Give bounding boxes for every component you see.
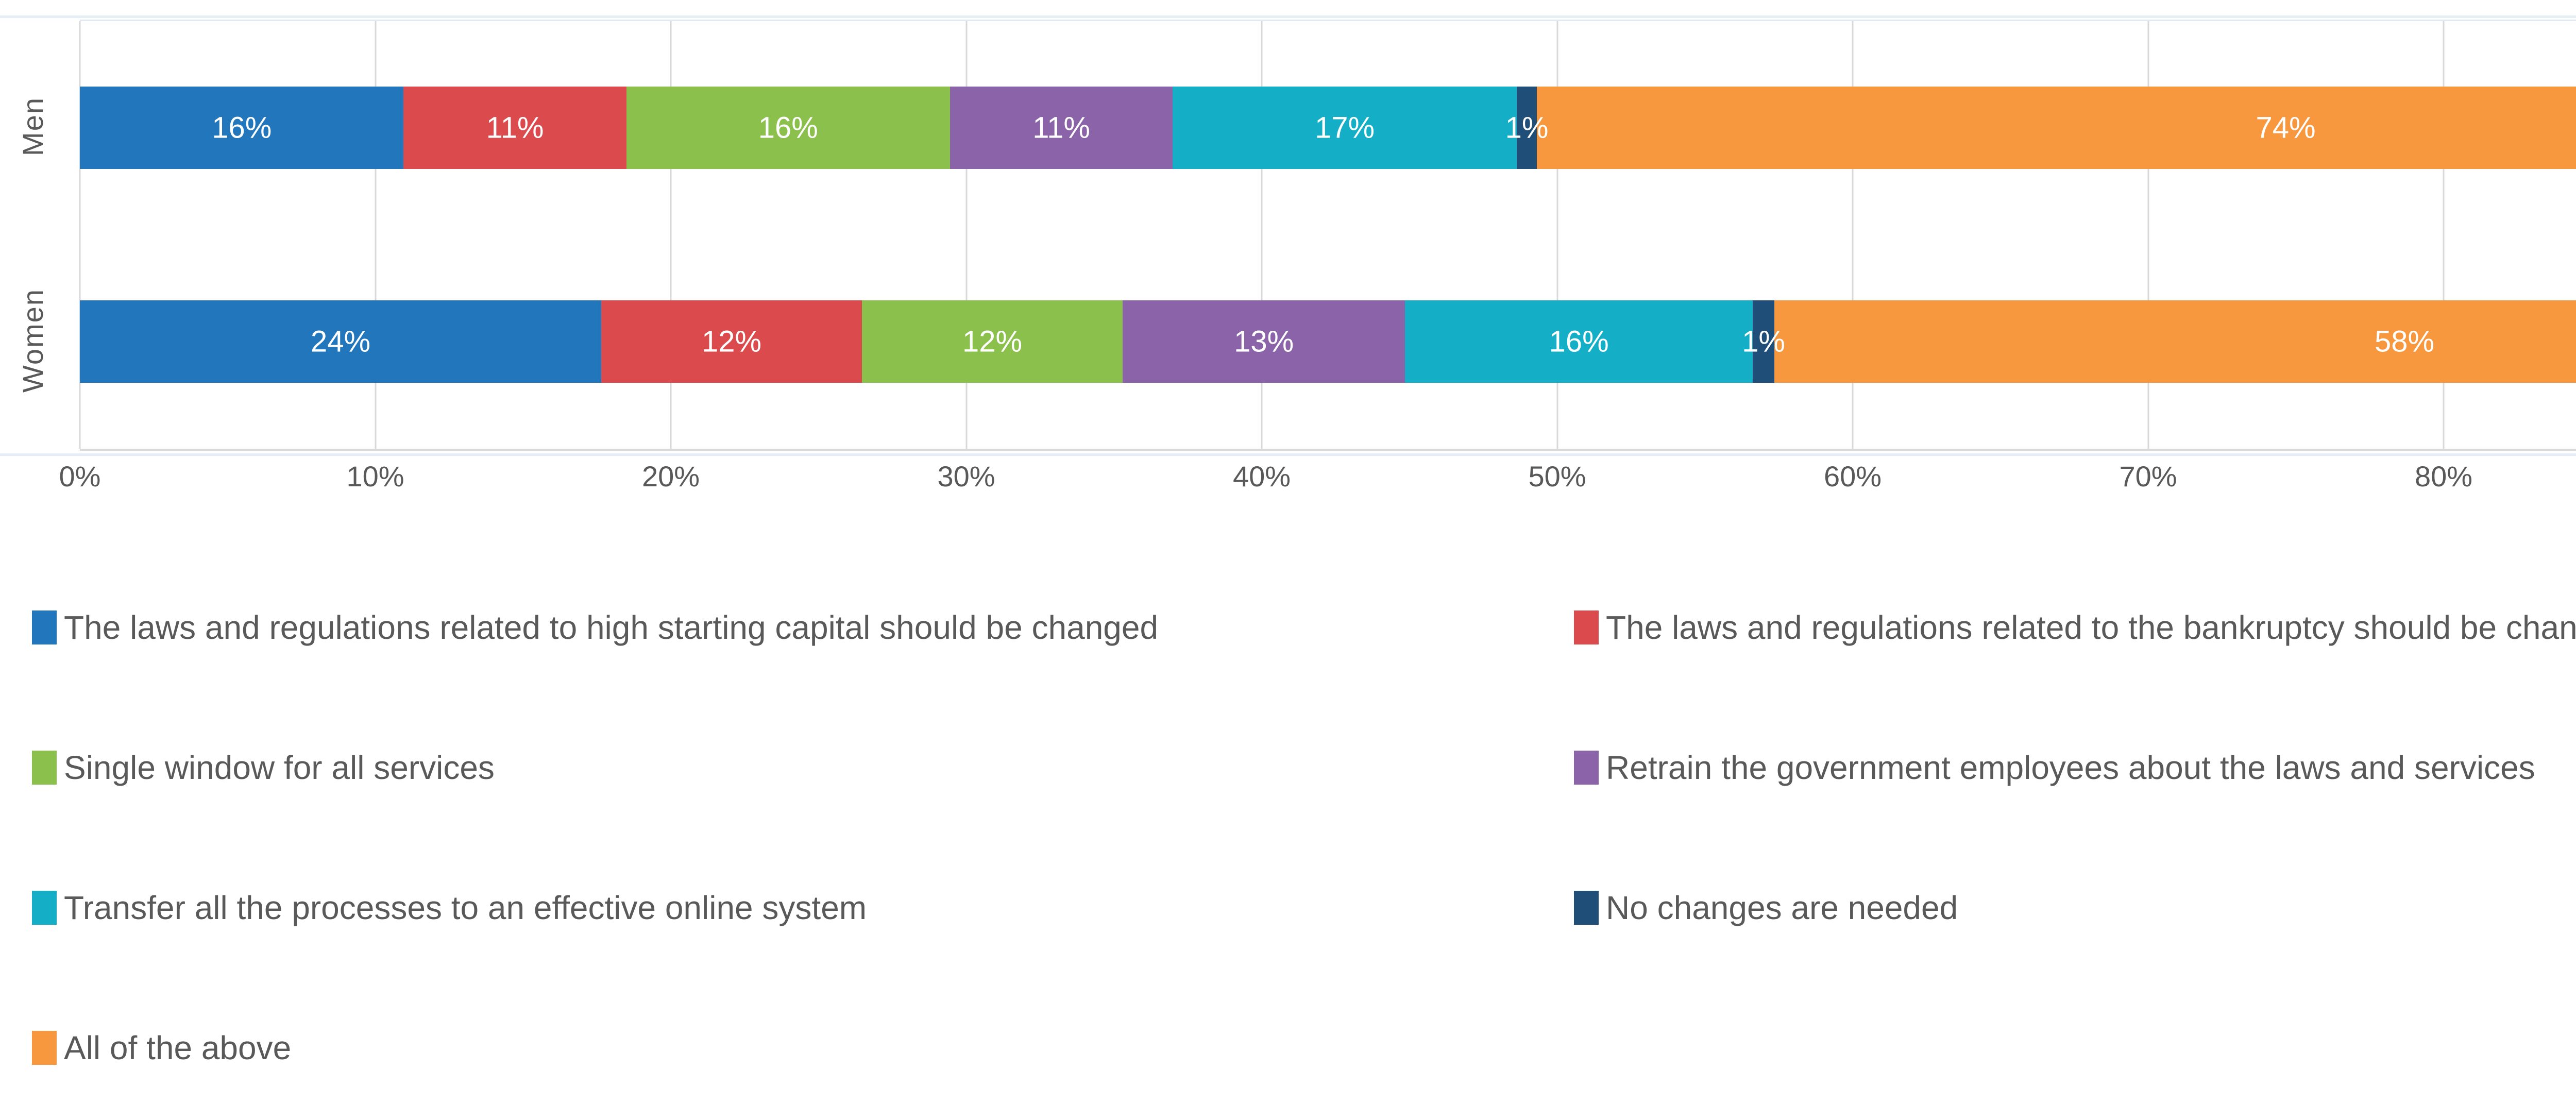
gridline (1261, 21, 1263, 449)
y-axis-category-label-women: Women (9, 233, 56, 447)
legend-label: The laws and regulations related to the … (1606, 609, 2576, 646)
gridline (2443, 21, 2445, 449)
legend-label: Transfer all the processes to an effecti… (64, 889, 867, 926)
category-label-text: Women (16, 288, 49, 393)
bar-segment: 16% (80, 87, 404, 169)
gridline (965, 21, 967, 449)
legend-label: The laws and regulations related to high… (64, 609, 1159, 646)
bar-segment: 11% (950, 87, 1173, 169)
bar-segment-label: 1% (1505, 111, 1549, 145)
bar-segment: 12% (601, 300, 862, 383)
bar-segment-label: 16% (758, 111, 818, 145)
category-label-text: Men (16, 97, 49, 156)
gridline (670, 21, 672, 449)
legend-item: Transfer all the processes to an effecti… (32, 874, 867, 941)
bar-row-women: 24% 12% 12% 13% 16% 1% 58% (80, 300, 2576, 383)
gridline (1556, 21, 1558, 449)
legend-item: Retrain the government employees about t… (1574, 734, 2535, 801)
bar-segment: 24% (80, 300, 602, 383)
x-axis-tick-label: 80% (2414, 460, 2473, 493)
x-axis-tick-label: 0% (59, 460, 101, 493)
bar-row-men: 16% 11% 16% 11% 17% 1% 74% (80, 87, 2576, 169)
gridline (79, 21, 81, 449)
gridline (2147, 21, 2149, 449)
bar-segment-label: 12% (702, 325, 762, 359)
bar-segment-label: 16% (212, 111, 272, 145)
x-axis: 0%10%20%30%40%50%60%70%80%90%100% (59, 460, 2576, 501)
legend-item: Single window for all services (32, 734, 495, 801)
legend-swatch (32, 1031, 57, 1065)
bar-segment: 1% (1505, 87, 1548, 169)
bar-segment-label: 13% (1234, 325, 1294, 359)
chart-area-bottom-edge (0, 453, 2576, 456)
x-axis-tick-label: 60% (1823, 460, 1882, 493)
legend-swatch (1574, 610, 1599, 644)
bar-segment: 11% (403, 87, 626, 169)
legend-swatch (32, 751, 57, 785)
bar-segment: 1% (1742, 300, 1785, 383)
bar-segment: 58% (1774, 300, 2576, 383)
bar-segment-label: 16% (1549, 325, 1609, 359)
legend-swatch (32, 610, 57, 644)
bar-segment-label: 24% (310, 325, 371, 359)
legend-label: No changes are needed (1606, 889, 1958, 926)
legend-label: All of the above (64, 1029, 292, 1066)
gridline (375, 21, 376, 449)
bar-segment: 16% (1405, 300, 1753, 383)
bar-segment: 16% (626, 87, 951, 169)
bar-segment: 17% (1173, 87, 1517, 169)
bar-segment-label: 58% (2374, 325, 2435, 359)
bar-segment-label: 74% (2256, 111, 2316, 145)
legend-label: Retrain the government employees about t… (1606, 749, 2535, 786)
legend-swatch (32, 891, 57, 925)
bar-segment-label: 12% (962, 325, 1023, 359)
legend-label: Single window for all services (64, 749, 495, 786)
legend-item: The laws and regulations related to high… (32, 594, 1158, 661)
x-axis-tick-label: 30% (937, 460, 995, 493)
plot-area: 16% 11% 16% 11% 17% 1% 74% 24% 12% 12% 13% 16% 1% 58% (79, 20, 2576, 451)
x-axis-tick-label: 20% (641, 460, 700, 493)
chart-area-top-edge (0, 15, 2576, 18)
bar-segment-label: 11% (486, 111, 544, 145)
bar-segment-label: 11% (1032, 111, 1090, 145)
legend-item: The laws and regulations related to the … (1574, 594, 2576, 661)
x-axis-tick-label: 40% (1232, 460, 1291, 493)
bar-segment-label: 1% (1742, 325, 1785, 359)
bar-segment-label: 17% (1314, 111, 1375, 145)
bar-segment: 74% (1537, 87, 2576, 169)
legend-swatch (1574, 751, 1599, 785)
legend-item: No changes are needed (1574, 874, 1958, 941)
x-axis-tick-label: 70% (2119, 460, 2177, 493)
gridline (1852, 21, 1854, 449)
legend-item: All of the above (32, 1014, 291, 1081)
y-axis-category-label-men: Men (9, 20, 56, 233)
legend-swatch (1574, 891, 1599, 925)
bar-segment: 12% (862, 300, 1123, 383)
x-axis-tick-label: 50% (1528, 460, 1586, 493)
x-axis-tick-label: 10% (346, 460, 404, 493)
bar-segment: 13% (1123, 300, 1405, 383)
